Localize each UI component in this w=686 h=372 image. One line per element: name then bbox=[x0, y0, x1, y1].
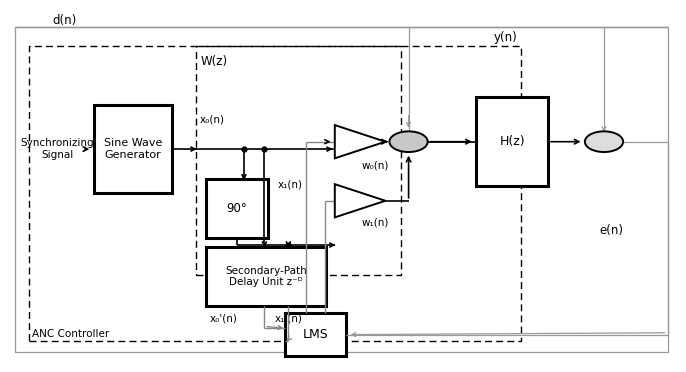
Circle shape bbox=[390, 131, 427, 152]
Bar bbox=[15, 27, 667, 352]
Bar bbox=[206, 179, 268, 238]
Text: x₁(n): x₁(n) bbox=[278, 179, 303, 189]
Text: w₁(n): w₁(n) bbox=[362, 217, 389, 227]
Text: +: + bbox=[591, 136, 600, 146]
Bar bbox=[29, 46, 521, 341]
Text: +: + bbox=[396, 136, 404, 146]
Text: Synchronizing
Signal: Synchronizing Signal bbox=[21, 138, 94, 160]
Text: d(n): d(n) bbox=[53, 14, 77, 27]
Text: Sine Wave
Generator: Sine Wave Generator bbox=[104, 138, 162, 160]
Text: w₀(n): w₀(n) bbox=[362, 160, 389, 170]
Text: H(z): H(z) bbox=[499, 135, 525, 148]
Text: x₀(n): x₀(n) bbox=[200, 115, 224, 125]
Text: W(z): W(z) bbox=[201, 55, 228, 68]
Text: x₁'(n): x₁'(n) bbox=[274, 313, 303, 323]
Bar bbox=[196, 46, 401, 275]
Bar bbox=[206, 247, 326, 306]
Text: LMS: LMS bbox=[303, 328, 329, 341]
Bar bbox=[476, 97, 548, 186]
Bar bbox=[93, 105, 172, 193]
Bar bbox=[285, 313, 346, 356]
Text: x₀'(n): x₀'(n) bbox=[209, 313, 237, 323]
Circle shape bbox=[585, 131, 623, 152]
Text: Secondary-Path
Delay Unit z⁻ᴰ: Secondary-Path Delay Unit z⁻ᴰ bbox=[225, 266, 307, 287]
Text: +: + bbox=[602, 142, 610, 153]
Text: +: + bbox=[407, 142, 414, 153]
Text: y(n): y(n) bbox=[493, 31, 517, 44]
Text: ANC Controller: ANC Controller bbox=[32, 329, 109, 339]
Text: e(n): e(n) bbox=[599, 224, 623, 237]
Text: 90°: 90° bbox=[227, 202, 248, 215]
